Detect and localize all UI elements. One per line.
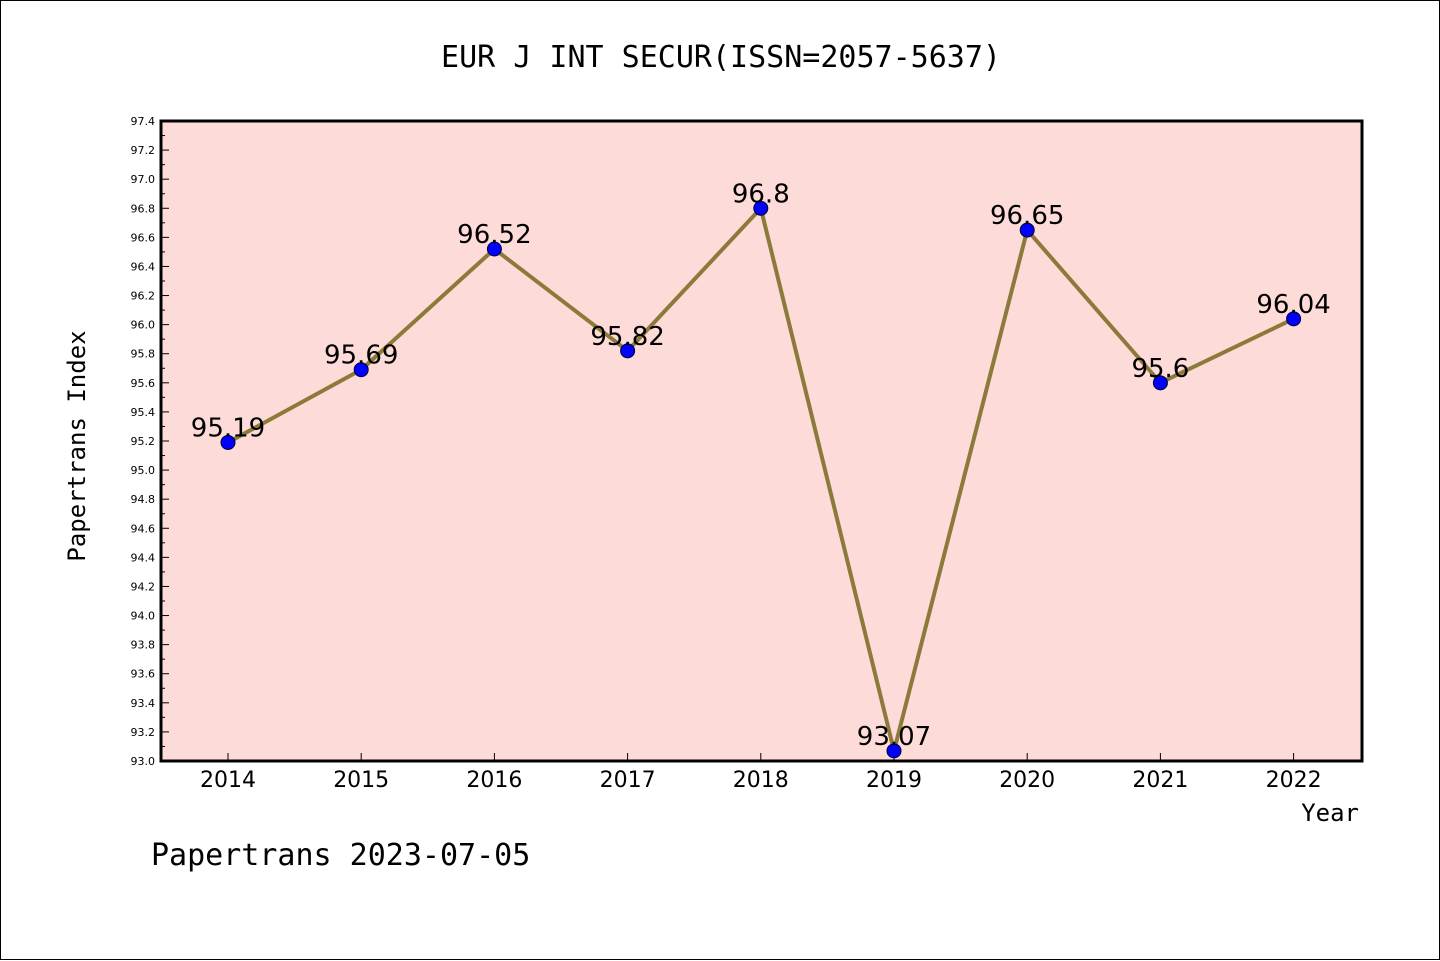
x-axis: 2014 2015 2016 2017 2018 2019 2020 2021 2022 — [200, 753, 1322, 793]
x-tick-label: 2015 — [333, 768, 389, 793]
x-tick-label: 2018 — [733, 768, 789, 793]
data-label: 93.07 — [857, 722, 931, 752]
chart-title: EUR J INT SECUR(ISSN=2057-5637) — [441, 40, 1001, 75]
data-point — [486, 241, 502, 257]
y-tick-label: 97.0 — [131, 173, 156, 186]
x-axis-label: Year — [1301, 799, 1359, 827]
y-tick-label: 95.8 — [131, 348, 156, 361]
y-tick-label: 95.4 — [131, 406, 156, 419]
y-tick-label: 94.4 — [131, 551, 156, 564]
x-tick-label: 2017 — [600, 768, 656, 793]
data-point — [353, 362, 369, 378]
y-tick-label: 93.4 — [131, 697, 156, 710]
x-tick-label: 2022 — [1266, 768, 1322, 793]
data-point — [220, 434, 236, 450]
data-label: 95.6 — [1131, 354, 1189, 384]
data-points — [220, 200, 1302, 759]
y-tick-label: 97.2 — [131, 144, 156, 157]
y-tick-label: 93.2 — [131, 726, 156, 739]
footer-stamp: Papertrans 2023-07-05 — [151, 838, 530, 873]
y-tick-label: 94.8 — [131, 493, 156, 506]
y-tick-label: 93.0 — [131, 755, 156, 768]
y-tick-label: 95.2 — [131, 435, 156, 448]
y-axis-label: Papertrans Index — [63, 330, 91, 561]
y-tick-label: 96.0 — [131, 319, 156, 332]
x-tick-label: 2021 — [1132, 768, 1188, 793]
y-tick-label: 96.4 — [131, 260, 156, 273]
y-tick-label: 93.6 — [131, 668, 156, 681]
y-tick-label: 95.6 — [131, 377, 156, 390]
x-tick-label: 2014 — [200, 768, 256, 793]
data-point — [753, 200, 769, 216]
data-point — [1152, 375, 1168, 391]
data-point — [620, 343, 636, 359]
data-labels: 95.19 95.69 96.52 95.82 96.8 93.07 96.65 95.6 96… — [191, 179, 1331, 752]
data-label: 95.82 — [590, 322, 664, 352]
y-tick-label: 96.6 — [131, 231, 156, 244]
y-tick-label: 94.2 — [131, 580, 156, 593]
y-tick-label: 94.0 — [131, 610, 156, 623]
y-tick-label: 93.8 — [131, 639, 156, 652]
data-point — [1286, 311, 1302, 327]
data-point — [1019, 222, 1035, 238]
x-tick-label: 2020 — [999, 768, 1055, 793]
y-axis: 93.0 93.2 93.4 93.6 93.8 94.0 94.2 94.4 94.6 94.8… — [131, 115, 169, 768]
y-tick-label: 96.8 — [131, 202, 156, 215]
data-point — [886, 743, 902, 759]
data-label: 96.04 — [1256, 290, 1330, 320]
y-tick-label: 94.6 — [131, 522, 156, 535]
data-label: 95.19 — [191, 413, 265, 443]
data-label: 95.69 — [324, 341, 398, 371]
y-tick-label: 97.4 — [131, 115, 156, 128]
x-tick-label: 2016 — [466, 768, 522, 793]
plot-area — [159, 119, 1364, 763]
data-label: 96.65 — [990, 201, 1064, 231]
x-tick-label: 2019 — [866, 768, 922, 793]
data-label: 96.52 — [457, 220, 531, 250]
y-tick-label: 96.2 — [131, 290, 156, 303]
data-label: 96.8 — [732, 179, 790, 209]
y-tick-label: 95.0 — [131, 464, 156, 477]
